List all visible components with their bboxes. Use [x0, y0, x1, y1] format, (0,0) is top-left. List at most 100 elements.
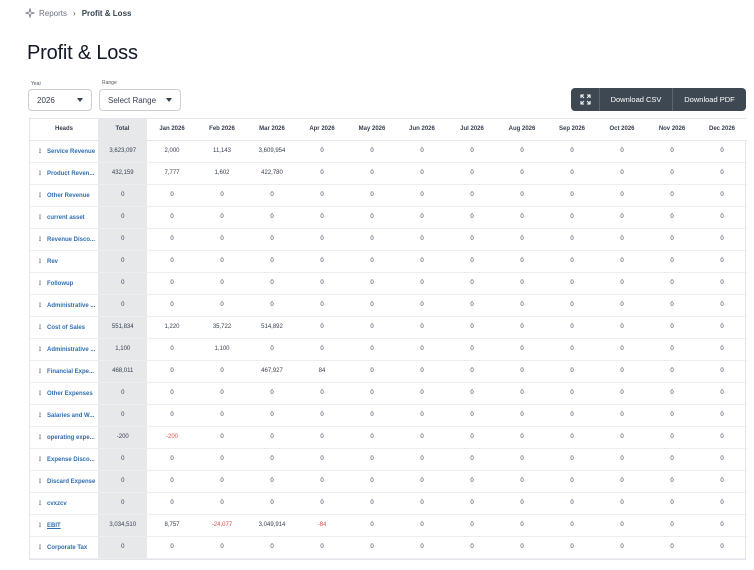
month-cell: 0	[147, 184, 197, 207]
account-link[interactable]: EBIT	[47, 522, 61, 529]
month-cell: 0	[547, 140, 597, 163]
table-row: ⋮ Followup 0 0 0 0 0 0 0 0 0 0 0 0 0	[30, 272, 747, 295]
month-cell: 0	[347, 382, 397, 405]
row-menu-icon[interactable]: ⋮	[37, 280, 43, 287]
row-menu-icon[interactable]: ⋮	[37, 192, 43, 199]
month-cell: 0	[547, 250, 597, 273]
row-menu-icon[interactable]: ⋮	[37, 346, 43, 353]
row-menu-icon[interactable]: ⋮	[37, 456, 43, 463]
row-menu-icon[interactable]: ⋮	[37, 148, 43, 155]
row-menu-icon[interactable]: ⋮	[37, 544, 43, 551]
table-row: ⋮ Salaries and W... 0 0 0 0 0 0 0 0 0 0 0 0 0	[30, 404, 747, 427]
range-select[interactable]: Select Range	[99, 89, 181, 111]
month-cell: 8,757	[147, 514, 197, 537]
total-cell: 0	[98, 492, 147, 515]
account-link[interactable]: Expense Disco...	[47, 456, 95, 463]
month-cell: 0	[147, 206, 197, 229]
row-menu-icon[interactable]: ⋮	[37, 324, 43, 331]
row-head: ⋮ Corporate Tax	[30, 536, 99, 559]
total-cell: 0	[98, 536, 147, 559]
month-cell: 0	[547, 470, 597, 493]
download-pdf-button[interactable]: Download PDF	[684, 95, 735, 104]
month-cell: 0	[197, 426, 247, 449]
column-header: Nov 2026	[647, 119, 697, 141]
account-link[interactable]: Product Reven...	[47, 170, 95, 177]
total-cell: 0	[98, 250, 147, 273]
month-cell: 514,892	[247, 316, 297, 339]
table-row: ⋮ Discard Expense 0 0 0 0 0 0 0 0 0 0 0 0 0	[30, 470, 747, 493]
row-menu-icon[interactable]: ⋮	[37, 522, 43, 529]
month-cell: 0	[497, 250, 547, 273]
row-menu-icon[interactable]: ⋮	[37, 258, 43, 265]
account-link[interactable]: Other Expenses	[47, 390, 93, 397]
month-cell: 0	[597, 250, 647, 273]
month-cell: 0	[697, 338, 747, 361]
month-cell: 0	[147, 382, 197, 405]
month-cell: 0	[497, 140, 547, 163]
month-cell: 0	[597, 470, 647, 493]
row-menu-icon[interactable]: ⋮	[37, 302, 43, 309]
row-menu-icon[interactable]: ⋮	[37, 434, 43, 441]
row-menu-icon[interactable]: ⋮	[37, 214, 43, 221]
month-cell: 0	[347, 206, 397, 229]
month-cell: 0	[597, 360, 647, 383]
month-cell: 422,780	[247, 162, 297, 185]
account-link[interactable]: Corporate Tax	[47, 544, 88, 551]
account-link[interactable]: Financial Expe...	[47, 368, 95, 375]
month-cell: 0	[297, 162, 347, 185]
row-menu-icon[interactable]: ⋮	[37, 170, 43, 177]
column-header: Jan 2026	[147, 119, 197, 141]
table-row: ⋮ Service Revenue 3,623,097 2,000 11,143 3,60…	[30, 140, 747, 163]
column-header: Aug 2026	[497, 119, 547, 141]
month-cell: 0	[197, 294, 247, 317]
month-cell: 0	[647, 514, 697, 537]
account-link[interactable]: Administrative ...	[47, 302, 96, 309]
month-cell: -24,077	[197, 514, 247, 537]
year-select[interactable]: 2026	[28, 89, 92, 111]
month-cell: 0	[347, 316, 397, 339]
month-cell: 0	[397, 404, 447, 427]
row-menu-icon[interactable]: ⋮	[37, 478, 43, 485]
table-row: ⋮ current asset 0 0 0 0 0 0 0 0 0 0 0 0 0	[30, 206, 747, 229]
account-link[interactable]: Administrative ...	[47, 346, 96, 353]
account-link[interactable]: Other Revenue	[47, 192, 90, 199]
month-cell: 0	[647, 492, 697, 515]
month-cell: 0	[147, 250, 197, 273]
row-head: ⋮ Other Expenses	[30, 382, 99, 405]
account-link[interactable]: Followup	[47, 280, 74, 287]
month-cell: 7,777	[147, 162, 197, 185]
row-menu-icon[interactable]: ⋮	[37, 412, 43, 419]
month-cell: 0	[197, 470, 247, 493]
breadcrumb-reports-link[interactable]: Reports	[39, 8, 68, 18]
account-link[interactable]: Rev	[47, 258, 59, 265]
month-cell: 0	[597, 536, 647, 559]
row-menu-icon[interactable]: ⋮	[37, 368, 43, 375]
column-header: Sep 2026	[547, 119, 597, 141]
account-link[interactable]: cvxzcv	[47, 500, 67, 507]
month-cell: 0	[397, 184, 447, 207]
account-link[interactable]: Service Revenue	[47, 148, 96, 155]
month-cell: 0	[697, 514, 747, 537]
total-cell: 0	[98, 206, 147, 229]
total-cell: 3,034,510	[98, 514, 147, 537]
account-link[interactable]: Discard Expense	[47, 478, 96, 485]
account-link[interactable]: Revenue Disco...	[47, 236, 96, 243]
column-header: Total	[98, 119, 147, 141]
download-csv-button[interactable]: Download CSV	[600, 88, 673, 111]
range-label: Range	[102, 80, 117, 86]
row-menu-icon[interactable]: ⋮	[37, 236, 43, 243]
account-link[interactable]: operating expe...	[47, 434, 95, 441]
total-cell: 0	[98, 184, 147, 207]
account-link[interactable]: Cost of Sales	[47, 324, 86, 331]
month-cell: 0	[697, 294, 747, 317]
month-cell: 0	[347, 294, 397, 317]
month-cell: 0	[447, 206, 497, 229]
month-cell: 0	[597, 514, 647, 537]
row-menu-icon[interactable]: ⋮	[37, 500, 43, 507]
account-link[interactable]: Salaries and W...	[47, 412, 95, 419]
expand-button[interactable]	[571, 88, 600, 111]
month-cell: 3,609,954	[247, 140, 297, 163]
table-row: ⋮ Other Expenses 0 0 0 0 0 0 0 0 0 0 0 0 0	[30, 382, 747, 405]
account-link[interactable]: current asset	[47, 214, 85, 221]
row-menu-icon[interactable]: ⋮	[37, 390, 43, 397]
